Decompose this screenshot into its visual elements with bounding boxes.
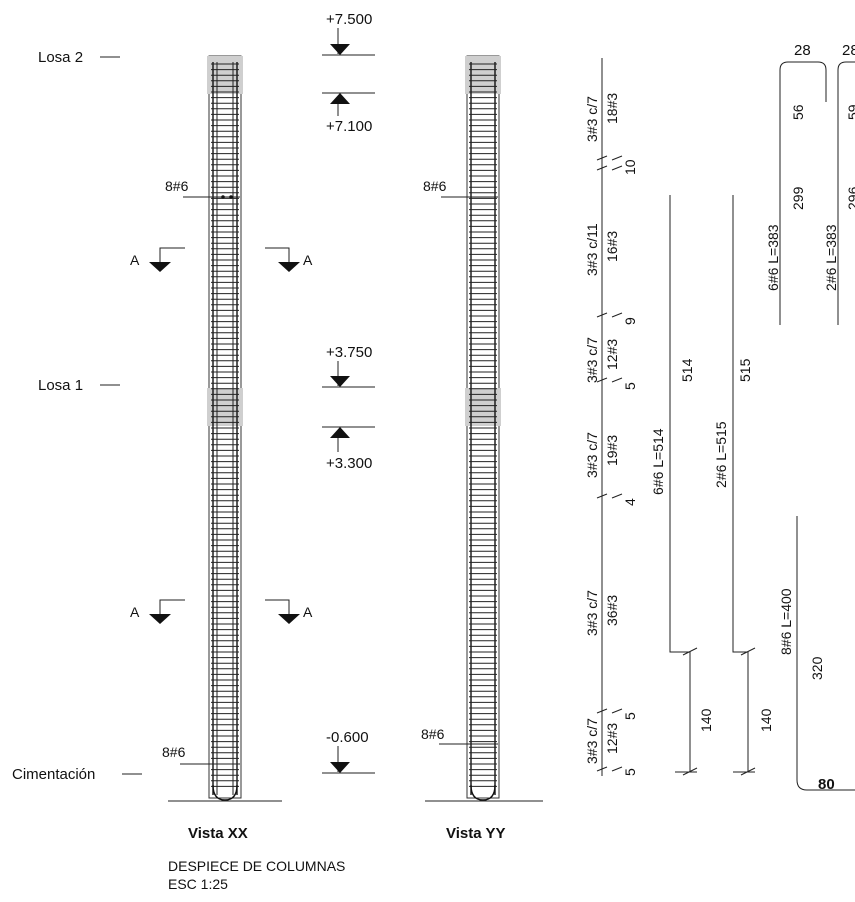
bar-hook bbox=[212, 784, 238, 801]
bar-2-6-l515: 2#6 L=515 515 140 bbox=[713, 195, 774, 776]
elevation-label: +7.100 bbox=[326, 118, 372, 135]
view-title-xx: Vista XX bbox=[188, 825, 248, 842]
stirrup-spec: 3#3 c/7 bbox=[584, 96, 600, 142]
section-label: A bbox=[303, 252, 313, 268]
elevation-label: +3.300 bbox=[326, 455, 372, 472]
section-mark-a: A bbox=[265, 247, 313, 272]
bar-2-6-l383: 28 59 2#6 L=383 296 bbox=[823, 42, 855, 325]
bar-length: 296 bbox=[845, 186, 855, 210]
column-yy-outline bbox=[466, 55, 500, 799]
elevation-triangle bbox=[330, 44, 350, 55]
bar-label: 2#6 L=383 bbox=[823, 224, 839, 291]
bar-6-6-l383: 28 56 6#6 L=383 299 bbox=[765, 42, 827, 325]
stirrup-group-5: 3#3 c/7 36#3 5 bbox=[584, 590, 638, 720]
bar-label: 6#6 L=514 bbox=[650, 428, 666, 495]
level-label-losa2: Losa 2 bbox=[38, 49, 83, 66]
bar-tag: 8#6 bbox=[162, 744, 186, 760]
bar-tag: 8#6 bbox=[421, 726, 445, 742]
section-label: A bbox=[130, 604, 140, 620]
bar-label: 6#6 L=383 bbox=[765, 224, 781, 291]
stirrup-spec: 3#3 c/7 bbox=[584, 590, 600, 636]
stirrup-count: 36#3 bbox=[604, 595, 620, 626]
bar-hook bbox=[470, 784, 496, 801]
bar-length: 299 bbox=[790, 186, 806, 210]
stirrup-gap: 10 bbox=[622, 159, 638, 175]
elevation-triangle bbox=[330, 93, 350, 104]
stirrup-group-2: 3#3 c/11 16#3 9 bbox=[584, 223, 638, 325]
stirrup-group-6: 3#3 c/7 12#3 5 bbox=[584, 718, 638, 776]
bar-tag: 8#6 bbox=[165, 178, 189, 194]
elevation-triangle bbox=[330, 427, 350, 438]
stirrup-count: 18#3 bbox=[604, 93, 620, 124]
section-mark-a: A bbox=[130, 247, 185, 272]
stirrup-gap: 5 bbox=[622, 712, 638, 720]
elevation-label: +3.750 bbox=[326, 344, 372, 361]
section-label: A bbox=[130, 252, 140, 268]
level-label-cimentacion: Cimentación bbox=[12, 766, 95, 783]
section-mark-a: A bbox=[265, 599, 313, 624]
stirrup-gap: 4 bbox=[622, 498, 638, 506]
stirrup-gap: 5 bbox=[622, 768, 638, 776]
bar-hook-length: 59 bbox=[845, 104, 855, 120]
section-mark-a: A bbox=[130, 599, 185, 624]
elevation-triangle bbox=[330, 376, 350, 387]
bar-top-length: 28 bbox=[794, 42, 811, 59]
bar-dot bbox=[221, 195, 225, 199]
drawing-scale: ESC 1:25 bbox=[168, 876, 228, 892]
stirrup-gap: 9 bbox=[622, 317, 638, 325]
bar-length: 515 bbox=[737, 358, 753, 382]
bar-dot bbox=[229, 195, 233, 199]
view-title-yy: Vista YY bbox=[446, 825, 506, 842]
elevation-triangle bbox=[330, 762, 350, 773]
drawing-caption: DESPIECE DE COLUMNAS bbox=[168, 858, 345, 874]
stirrup-gap: 5 bbox=[622, 382, 638, 390]
stirrup-spec: 3#3 c/11 bbox=[584, 223, 600, 276]
stirrup-spec: 3#3 c/7 bbox=[584, 337, 600, 383]
bar-length: 514 bbox=[679, 358, 695, 382]
stirrup-count: 19#3 bbox=[604, 435, 620, 466]
bar-length: 320 bbox=[809, 656, 825, 680]
stirrup-group-3: 3#3 c/7 12#3 5 bbox=[584, 337, 638, 390]
bar-label: 8#6 L=400 bbox=[778, 588, 794, 655]
bar-tag: 8#6 bbox=[423, 178, 447, 194]
stirrup-count: 16#3 bbox=[604, 231, 620, 262]
bar-hook-length: 140 bbox=[758, 708, 774, 732]
elevation-label: -0.600 bbox=[326, 729, 369, 746]
schedule-ticks bbox=[596, 155, 623, 772]
section-label: A bbox=[303, 604, 313, 620]
stirrup-group bbox=[211, 63, 239, 787]
stirrup-spec: 3#3 c/7 bbox=[584, 718, 600, 764]
stirrup-spec: 3#3 c/7 bbox=[584, 432, 600, 478]
column-xx bbox=[168, 55, 282, 802]
stirrup-group bbox=[469, 63, 497, 787]
bar-hook-length: 80 bbox=[818, 776, 835, 793]
stirrup-count: 12#3 bbox=[604, 339, 620, 370]
level-label-losa1: Losa 1 bbox=[38, 377, 83, 394]
bar-top-length: 28 bbox=[842, 42, 855, 59]
elevation-label: +7.500 bbox=[326, 11, 372, 28]
bar-8-6-l400: 8#6 L=400 320 80 bbox=[778, 516, 855, 793]
stirrup-count: 12#3 bbox=[604, 723, 620, 754]
bar-label: 2#6 L=515 bbox=[713, 421, 729, 488]
bar-6-6-l514: 6#6 L=514 514 140 bbox=[650, 195, 714, 776]
stirrup-group-4: 3#3 c/7 19#3 4 bbox=[584, 432, 638, 506]
column-yy bbox=[425, 55, 543, 802]
bar-hook-length: 56 bbox=[790, 104, 806, 120]
stirrup-group-1: 3#3 c/7 18#3 10 bbox=[584, 93, 638, 175]
column-xx-outline bbox=[208, 55, 242, 799]
bar-hook-length: 140 bbox=[698, 708, 714, 732]
